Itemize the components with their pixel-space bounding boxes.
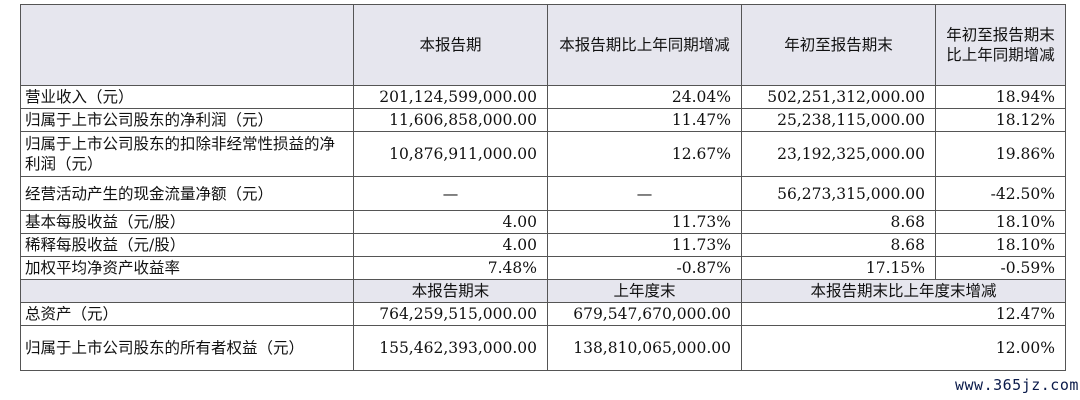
table-row: 归属于上市公司股东的所有者权益（元） 155,462,393,000.00 13…	[20, 325, 1066, 371]
header-blank	[20, 4, 354, 86]
header-ytd: 年初至报告期末	[741, 4, 936, 86]
header-current-period-change: 本报告期比上年同期增减	[547, 4, 742, 86]
cell-value: 201,124,599,000.00	[353, 85, 548, 109]
row-label: 基本每股收益（元/股）	[20, 210, 354, 234]
cell-value: 155,462,393,000.00	[353, 325, 548, 371]
table-row: 营业收入（元） 201,124,599,000.00 24.04% 502,25…	[20, 85, 1066, 109]
header-ytd-change: 年初至报告期末比上年同期增减	[935, 4, 1066, 86]
cell-value: -0.59%	[935, 256, 1066, 280]
table-row: 总资产（元） 764,259,515,000.00 679,547,670,00…	[20, 302, 1066, 326]
cell-value: 12.00%	[741, 325, 1066, 371]
subheader-prior-year-end: 上年度末	[547, 279, 742, 303]
cell-value: 502,251,312,000.00	[741, 85, 936, 109]
subheader-change: 本报告期末比上年度末增减	[741, 279, 1066, 303]
financial-table: 本报告期 本报告期比上年同期增减 年初至报告期末 年初至报告期末比上年同期增减 …	[20, 4, 1066, 371]
subheader-blank	[20, 279, 354, 303]
cell-value: 10,876,911,000.00	[353, 131, 548, 177]
cell-value: 11.73%	[547, 210, 742, 234]
cell-value: 17.15%	[741, 256, 936, 280]
cell-value: 18.10%	[935, 210, 1066, 234]
table-row: 稀释每股收益（元/股） 4.00 11.73% 8.68 18.10%	[20, 233, 1066, 257]
cell-value: 18.94%	[935, 85, 1066, 109]
cell-value: 7.48%	[353, 256, 548, 280]
cell-value: 764,259,515,000.00	[353, 302, 548, 326]
row-label: 稀释每股收益（元/股）	[20, 233, 354, 257]
cell-value: -0.87%	[547, 256, 742, 280]
table-row: 归属于上市公司股东的净利润（元） 11,606,858,000.00 11.47…	[20, 108, 1066, 132]
cell-value: 11.73%	[547, 233, 742, 257]
cell-value: 11.47%	[547, 108, 742, 132]
cell-value: 12.47%	[741, 302, 1066, 326]
row-label: 归属于上市公司股东的扣除非经常性损益的净利润（元）	[20, 131, 354, 177]
row-label: 归属于上市公司股东的所有者权益（元）	[20, 325, 354, 371]
cell-value: 12.67%	[547, 131, 742, 177]
cell-value: —	[353, 176, 548, 211]
cell-value: 679,547,670,000.00	[547, 302, 742, 326]
cell-value: 138,810,065,000.00	[547, 325, 742, 371]
cell-value: 19.86%	[935, 131, 1066, 177]
cell-value: -42.50%	[935, 176, 1066, 211]
cell-value: 25,238,115,000.00	[741, 108, 936, 132]
table-row: 基本每股收益（元/股） 4.00 11.73% 8.68 18.10%	[20, 210, 1066, 234]
cell-value: 18.12%	[935, 108, 1066, 132]
cell-value: 11,606,858,000.00	[353, 108, 548, 132]
cell-value: 23,192,325,000.00	[741, 131, 936, 177]
cell-value: 4.00	[353, 233, 548, 257]
cell-value: 18.10%	[935, 233, 1066, 257]
cell-value: 8.68	[741, 210, 936, 234]
row-label: 营业收入（元）	[20, 85, 354, 109]
cell-value: 4.00	[353, 210, 548, 234]
subheader-period-end: 本报告期末	[353, 279, 548, 303]
watermark: www.365jz.com	[955, 376, 1079, 394]
table-row: 归属于上市公司股东的扣除非经常性损益的净利润（元） 10,876,911,000…	[20, 131, 1066, 177]
row-label: 加权平均净资产收益率	[20, 256, 354, 280]
row-label: 总资产（元）	[20, 302, 354, 326]
table-row: 加权平均净资产收益率 7.48% -0.87% 17.15% -0.59%	[20, 256, 1066, 280]
row-label: 经营活动产生的现金流量净额（元）	[20, 176, 354, 211]
cell-value: 56,273,315,000.00	[741, 176, 936, 211]
cell-value: 24.04%	[547, 85, 742, 109]
row-label: 归属于上市公司股东的净利润（元）	[20, 108, 354, 132]
cell-value: 8.68	[741, 233, 936, 257]
table-header-row: 本报告期 本报告期比上年同期增减 年初至报告期末 年初至报告期末比上年同期增减	[20, 4, 1066, 86]
table-row: 经营活动产生的现金流量净额（元） — — 56,273,315,000.00 -…	[20, 176, 1066, 211]
header-current-period: 本报告期	[353, 4, 548, 86]
cell-value: —	[547, 176, 742, 211]
table-subheader-row: 本报告期末 上年度末 本报告期末比上年度末增减	[20, 279, 1066, 303]
